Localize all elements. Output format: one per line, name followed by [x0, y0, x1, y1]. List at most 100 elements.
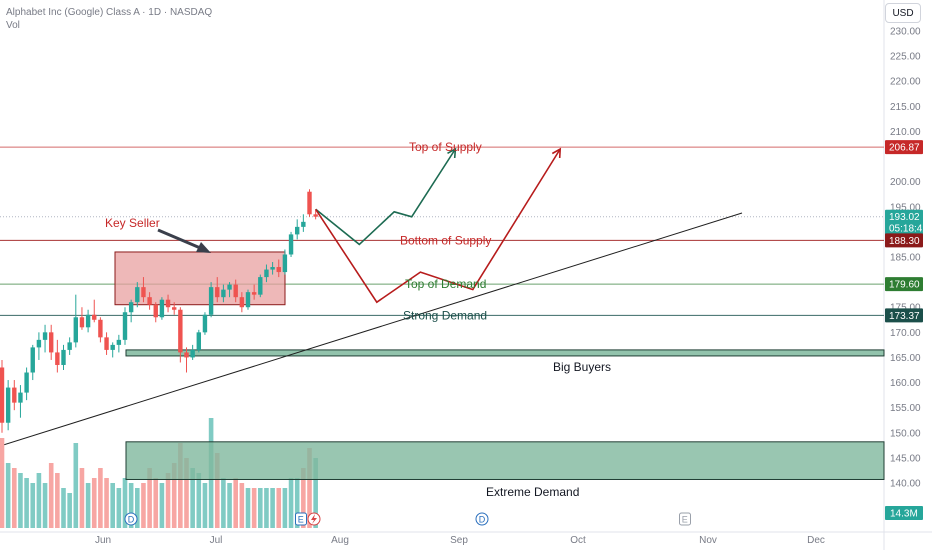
currency-button[interactable]: USD: [885, 3, 921, 23]
volume-bar: [251, 488, 257, 528]
candle-body: [12, 387, 17, 403]
candle-body: [85, 314, 91, 328]
volume-bar: [0, 438, 5, 528]
candle-body: [79, 317, 85, 328]
volume-bar: [79, 468, 85, 528]
volume-bar: [135, 488, 140, 528]
top-supply-price-badge: [885, 140, 923, 155]
candle-body: [215, 287, 220, 298]
dividend-marker-text: D: [479, 515, 486, 525]
volume-bar: [159, 483, 165, 528]
volume-bar: [36, 473, 42, 528]
volume-bar: [110, 483, 115, 528]
volume-bar: [153, 478, 159, 528]
last-price-badge: [885, 209, 923, 236]
price-tick-label: 230.00: [890, 27, 921, 38]
candle-body: [264, 269, 269, 278]
candle-body: [227, 284, 232, 290]
candle-body: [208, 287, 214, 315]
candle-body: [251, 292, 257, 295]
time-tick-label: Oct: [570, 535, 586, 546]
candle-body: [202, 314, 208, 333]
candle-body: [61, 349, 66, 365]
volume-bar: [313, 458, 318, 528]
volume-bar: [12, 468, 17, 528]
candle-body: [184, 352, 189, 358]
candle-body: [55, 352, 60, 365]
price-axis-panel: [884, 0, 932, 550]
bottom-supply-price-badge: [885, 233, 923, 248]
volume-bar: [73, 443, 79, 528]
volume-bar: [202, 483, 208, 528]
volume-bar: [18, 473, 23, 528]
time-tick-label: Aug: [331, 535, 349, 546]
volume-bar: [288, 478, 294, 528]
candle-body: [73, 317, 78, 343]
candle-body: [313, 214, 318, 217]
volume-bar: [239, 483, 245, 528]
volume-bar: [61, 488, 66, 528]
price-tick-label: 225.00: [890, 52, 921, 63]
price-tick-label: 165.00: [890, 353, 921, 364]
candle-body: [67, 342, 72, 350]
price-tick-label: 170.00: [890, 328, 921, 339]
volume-bar: [307, 448, 312, 528]
volume-bar: [294, 478, 300, 528]
bottom-supply-price-badge-text: 188.30: [889, 236, 920, 247]
volume-bar: [233, 478, 238, 528]
extreme-demand-label: Extreme Demand: [486, 485, 579, 499]
volume-bar: [190, 468, 195, 528]
price-tick-label: 220.00: [890, 77, 921, 88]
volume-bar: [227, 483, 232, 528]
volume-bar: [122, 478, 128, 528]
candle-body: [178, 309, 183, 353]
volume-label: Vol: [6, 20, 20, 31]
bolt-icon: [311, 514, 317, 524]
volume-bar: [301, 468, 306, 528]
price-tick-label: 160.00: [890, 378, 921, 389]
candle-body: [276, 267, 281, 273]
price-tick-label: 200.00: [890, 177, 921, 188]
candle-body: [98, 319, 103, 338]
trendline: [0, 212, 743, 447]
projection-arrowhead: [551, 147, 562, 159]
volume-bar: [196, 473, 202, 528]
chart-header: Alphabet Inc (Google) Class A · 1D · NAS…: [6, 6, 212, 32]
volume-bar: [245, 488, 251, 528]
volume-bar: [258, 488, 263, 528]
key-seller-arrow: [157, 228, 206, 252]
volume-bar: [178, 443, 183, 528]
candle-body: [116, 339, 122, 345]
volume-bar: [221, 478, 226, 528]
candle-body: [301, 221, 306, 227]
volume-bar: [128, 483, 134, 528]
price-tick-label: 185.00: [890, 253, 921, 264]
earnings-marker: [679, 512, 691, 526]
candle-body: [258, 277, 263, 295]
bottom-of-supply-label: Bottom of Supply: [400, 233, 491, 247]
candle-body: [221, 289, 226, 298]
candle-body: [165, 299, 171, 308]
time-tick-label: Jun: [95, 535, 111, 546]
last-price-badge-text: 193.02: [889, 212, 920, 223]
top-demand-price-badge-text: 179.60: [889, 280, 920, 291]
earnings-marker: [295, 512, 307, 526]
volume-bar: [147, 468, 152, 528]
candle-body: [92, 314, 97, 320]
candle-body: [147, 297, 152, 305]
candle-body: [110, 344, 115, 350]
candle-body: [0, 367, 5, 423]
volume-bar: [104, 478, 109, 528]
big-buyers-zone: [125, 349, 885, 357]
candle-body: [18, 392, 23, 403]
strong-demand-price-badge-text: 173.37: [889, 311, 920, 322]
price-tick-label: 210.00: [890, 127, 921, 138]
candle-body: [190, 349, 195, 358]
candle-body: [104, 337, 109, 350]
volume-bar: [85, 483, 91, 528]
key-seller-arrowhead: [196, 242, 211, 253]
strong-demand-price-badge: [885, 308, 923, 323]
volume-bar: [91, 478, 97, 528]
